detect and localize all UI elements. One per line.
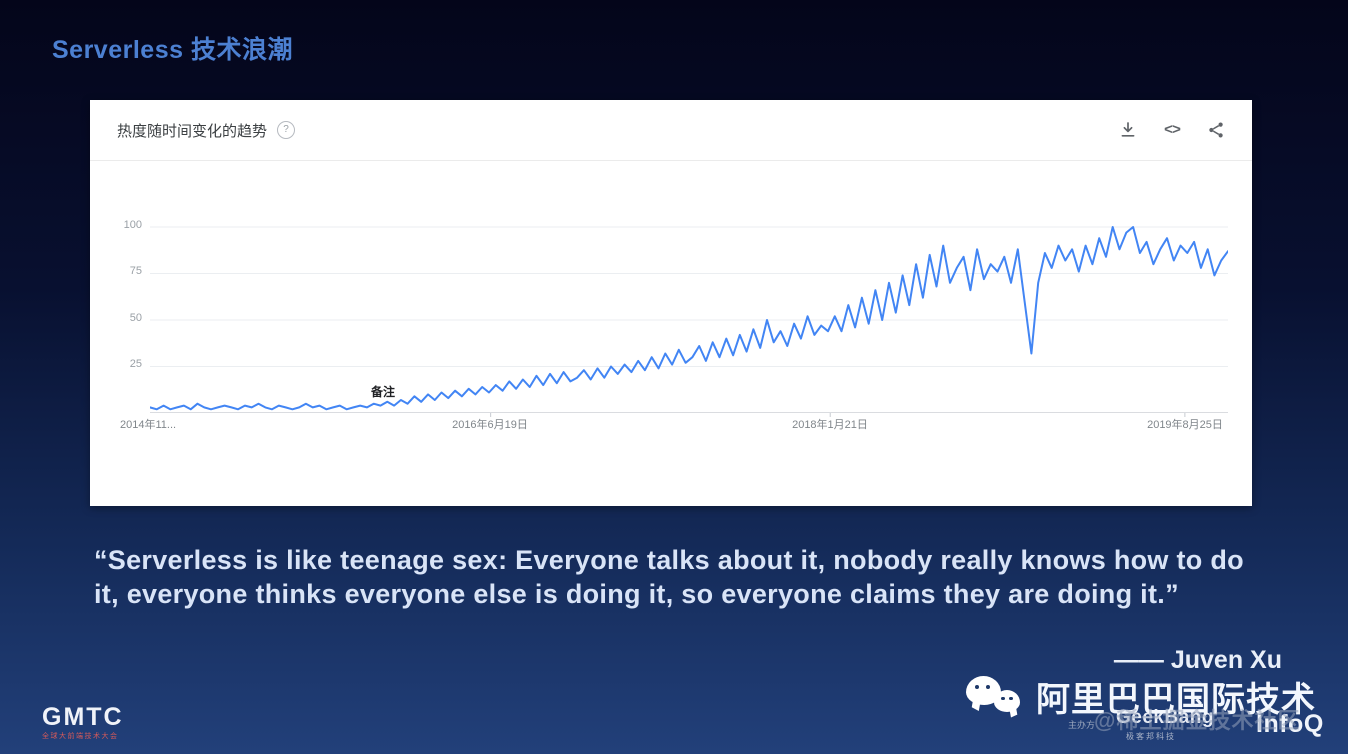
chart-note-annotation[interactable]: 备注	[371, 385, 396, 399]
slide-title: Serverless 技术浪潮	[52, 36, 293, 64]
quote-line-1: “Serverless is like teenage sex: Everyon…	[94, 545, 1244, 575]
trend-line-chart	[149, 220, 1229, 418]
trends-card-header: 热度随时间变化的趋势 ? <>	[90, 100, 1252, 161]
geekbang-logo: GeekBang	[1116, 707, 1214, 728]
watermark-text: @稀土掘金技术社区	[1094, 708, 1301, 733]
gmtc-logo-block: GMTC 全球大前端技术大会	[42, 704, 124, 741]
trends-card: 热度随时间变化的趋势 ? <>	[90, 100, 1252, 506]
embed-icon[interactable]: <>	[1163, 121, 1181, 139]
x-axis-tick-2018: 2018年1月21日	[792, 419, 868, 431]
x-axis-tick-2016: 2016年6月19日	[452, 419, 528, 431]
y-axis-tick-25: 25	[129, 358, 142, 370]
trends-card-title: 热度随时间变化的趋势	[117, 122, 268, 140]
geekbang-label: 极客邦科技	[1126, 732, 1176, 741]
y-axis-tick-100: 100	[123, 219, 142, 231]
quote-block: “Serverless is like teenage sex: Everyon…	[94, 543, 1290, 611]
infoq-logo: InfoQ	[1256, 710, 1324, 738]
quote-attribution: —— Juven Xu	[1113, 646, 1282, 674]
gmtc-logo: GMTC	[42, 703, 124, 731]
trends-card-actions: <>	[1118, 120, 1226, 140]
wechat-brand-row: 阿里巴巴国际技术	[966, 672, 1316, 721]
trend-line-svg	[149, 226, 1229, 417]
gmtc-subtitle: 全球大前端技术大会	[42, 733, 119, 740]
brand-account-name: 阿里巴巴国际技术	[1036, 681, 1316, 719]
share-icon[interactable]	[1206, 120, 1226, 140]
x-axis-tick-2014: 2014年11...	[120, 419, 177, 431]
host-label: 主办方	[1068, 720, 1096, 730]
quote-line-2: it, everyone thinks everyone else is doi…	[94, 579, 1179, 609]
x-axis-tick-2019: 2019年8月25日	[1147, 419, 1223, 431]
download-icon[interactable]	[1118, 120, 1138, 140]
y-axis-tick-50: 50	[129, 312, 142, 324]
help-icon[interactable]: ?	[277, 121, 296, 139]
wechat-icon	[966, 674, 1024, 720]
y-axis-tick-75: 75	[129, 265, 142, 277]
